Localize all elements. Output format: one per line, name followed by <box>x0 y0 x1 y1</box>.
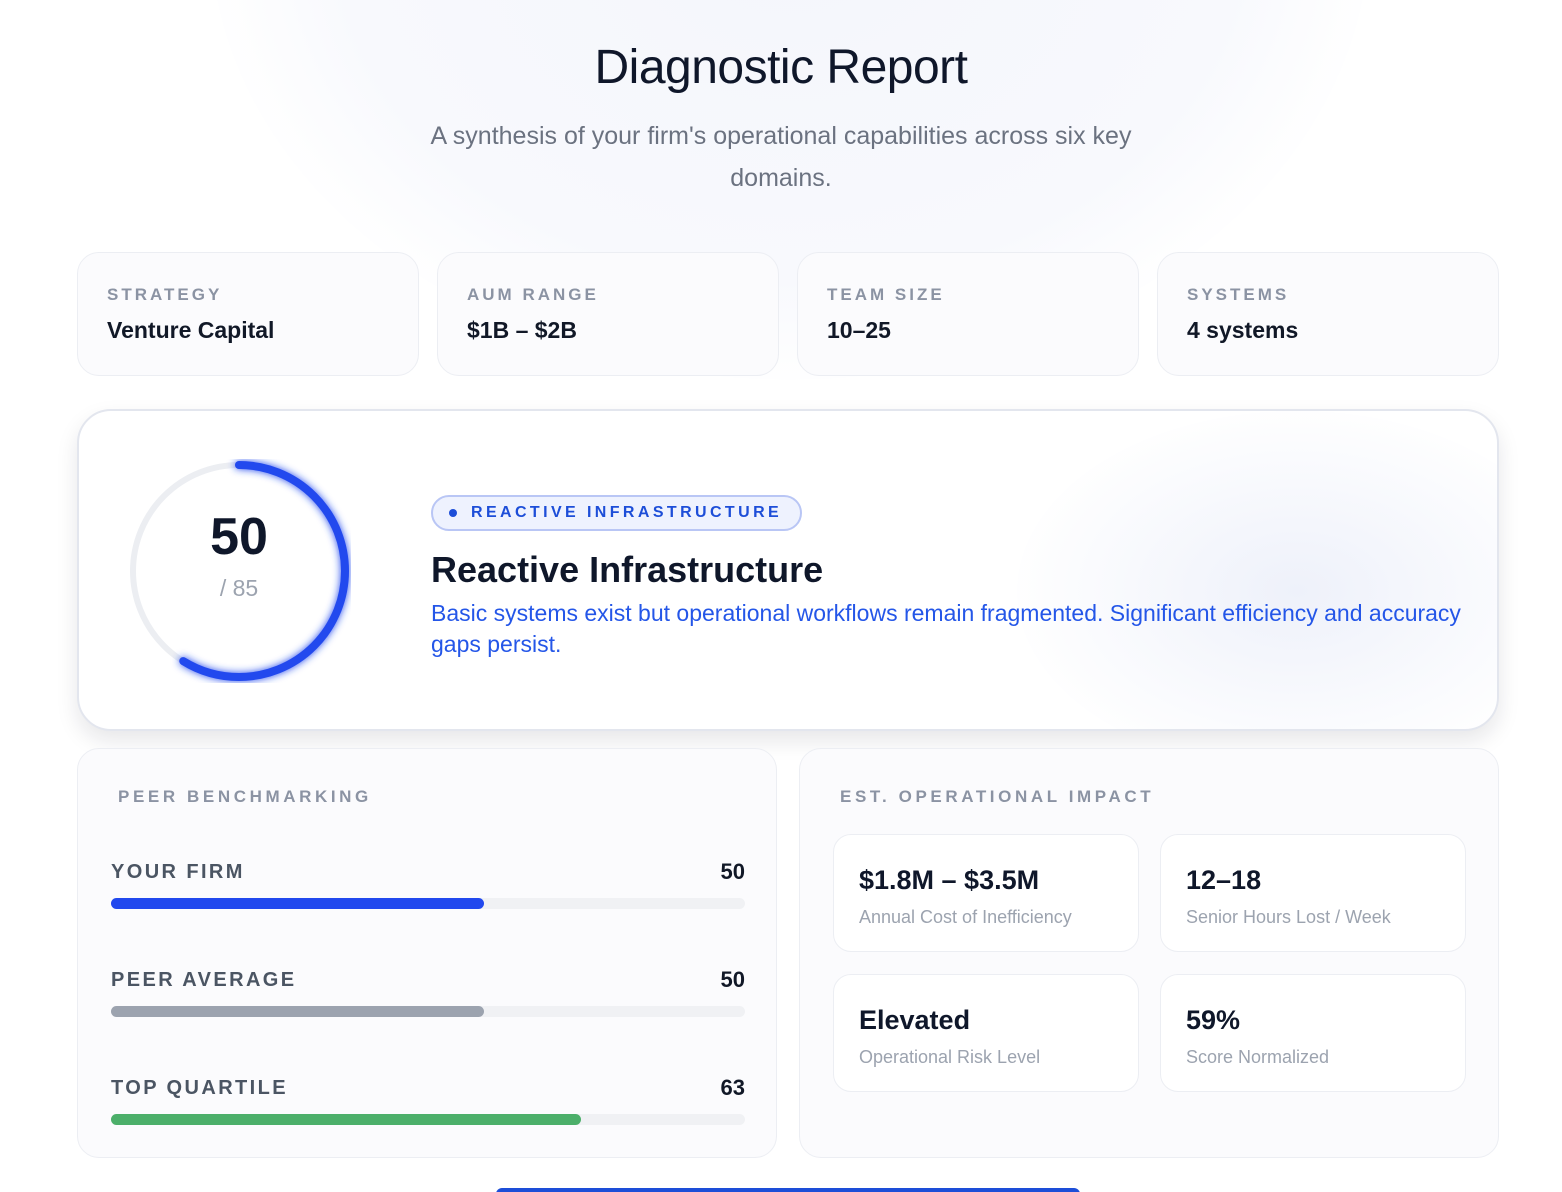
report-header: Diagnostic Report A synthesis of your fi… <box>0 40 1562 199</box>
card-glow <box>1017 411 1497 729</box>
tier-badge-label: REACTIVE INFRASTRUCTURE <box>471 504 783 521</box>
firm-profile-row: STRATEGY Venture Capital AUM RANGE $1B –… <box>77 252 1499 376</box>
impact-card-hours-lost: 12–18 Senior Hours Lost / Week <box>1160 834 1466 952</box>
benchmark-track <box>111 1006 745 1017</box>
benchmark-value: 50 <box>720 859 745 884</box>
impact-label: Senior Hours Lost / Week <box>1186 907 1391 927</box>
panel-title: PEER BENCHMARKING <box>118 787 372 806</box>
profile-label: SYSTEMS <box>1187 285 1290 304</box>
score-max: / 85 <box>219 575 259 601</box>
impact-label: Score Normalized <box>1186 1047 1330 1067</box>
impact-value: Elevated <box>859 1005 971 1035</box>
benchmark-name: TOP QUARTILE <box>111 1077 288 1099</box>
profile-value: 4 systems <box>1187 317 1299 343</box>
profile-value: Venture Capital <box>107 317 275 343</box>
profile-value: $1B – $2B <box>467 317 577 343</box>
status-dot-icon <box>449 509 457 517</box>
profile-card-team-size: TEAM SIZE 10–25 <box>797 252 1139 376</box>
score-value: 50 <box>210 508 268 566</box>
tier-badge: REACTIVE INFRASTRUCTURE <box>431 495 803 531</box>
benchmark-value: 50 <box>720 967 745 992</box>
impact-value: 12–18 <box>1186 865 1262 895</box>
benchmark-name: YOUR FIRM <box>111 861 245 883</box>
benchmark-track <box>111 1114 745 1125</box>
profile-label: AUM RANGE <box>467 285 599 304</box>
benchmark-row-your-firm: YOUR FIRM 50 <box>111 859 745 909</box>
profile-card-aum-range: AUM RANGE $1B – $2B <box>437 252 779 376</box>
benchmark-row-top-quartile: TOP QUARTILE 63 <box>111 1075 745 1125</box>
peer-benchmarking-panel: PEER BENCHMARKING YOUR FIRM 50 PEER AVER… <box>77 748 777 1158</box>
impact-value: 59% <box>1186 1005 1241 1035</box>
profile-value: 10–25 <box>827 317 891 343</box>
panel-title: EST. OPERATIONAL IMPACT <box>840 787 1155 806</box>
impact-card-score-normalized: 59% Score Normalized <box>1160 974 1466 1092</box>
impact-value: $1.8M – $3.5M <box>859 865 1040 895</box>
benchmark-row-peer-average: PEER AVERAGE 50 <box>111 967 745 1017</box>
page-subtitle: A synthesis of your firm's operational c… <box>430 122 1132 192</box>
benchmark-fill <box>111 898 484 909</box>
benchmark-fill <box>111 1114 581 1125</box>
maturity-score-card: 50 / 85 REACTIVE INFRASTRUCTURE Reactive… <box>77 409 1499 731</box>
primary-action-button[interactable] <box>496 1188 1080 1192</box>
page-title: Diagnostic Report <box>594 41 968 94</box>
benchmark-name: PEER AVERAGE <box>111 969 297 991</box>
impact-label: Operational Risk Level <box>859 1047 1041 1067</box>
tier-title: Reactive Infrastructure <box>431 549 824 590</box>
score-ring-progress <box>129 461 349 681</box>
profile-card-systems: SYSTEMS 4 systems <box>1157 252 1499 376</box>
operational-impact-panel: EST. OPERATIONAL IMPACT $1.8M – $3.5M An… <box>799 748 1499 1158</box>
score-ring <box>129 461 349 681</box>
benchmark-fill <box>111 1006 484 1017</box>
profile-label: TEAM SIZE <box>827 285 945 304</box>
benchmark-track <box>111 898 745 909</box>
tier-description: Basic systems exist but operational work… <box>431 600 1461 657</box>
benchmark-value: 63 <box>720 1075 745 1100</box>
impact-label: Annual Cost of Inefficiency <box>859 907 1072 927</box>
profile-label: STRATEGY <box>107 285 223 304</box>
score-gauge: 50 / 85 <box>127 459 351 683</box>
profile-card-strategy: STRATEGY Venture Capital <box>77 252 419 376</box>
impact-card-risk-level: Elevated Operational Risk Level <box>833 974 1139 1092</box>
impact-card-annual-cost: $1.8M – $3.5M Annual Cost of Inefficienc… <box>833 834 1139 952</box>
